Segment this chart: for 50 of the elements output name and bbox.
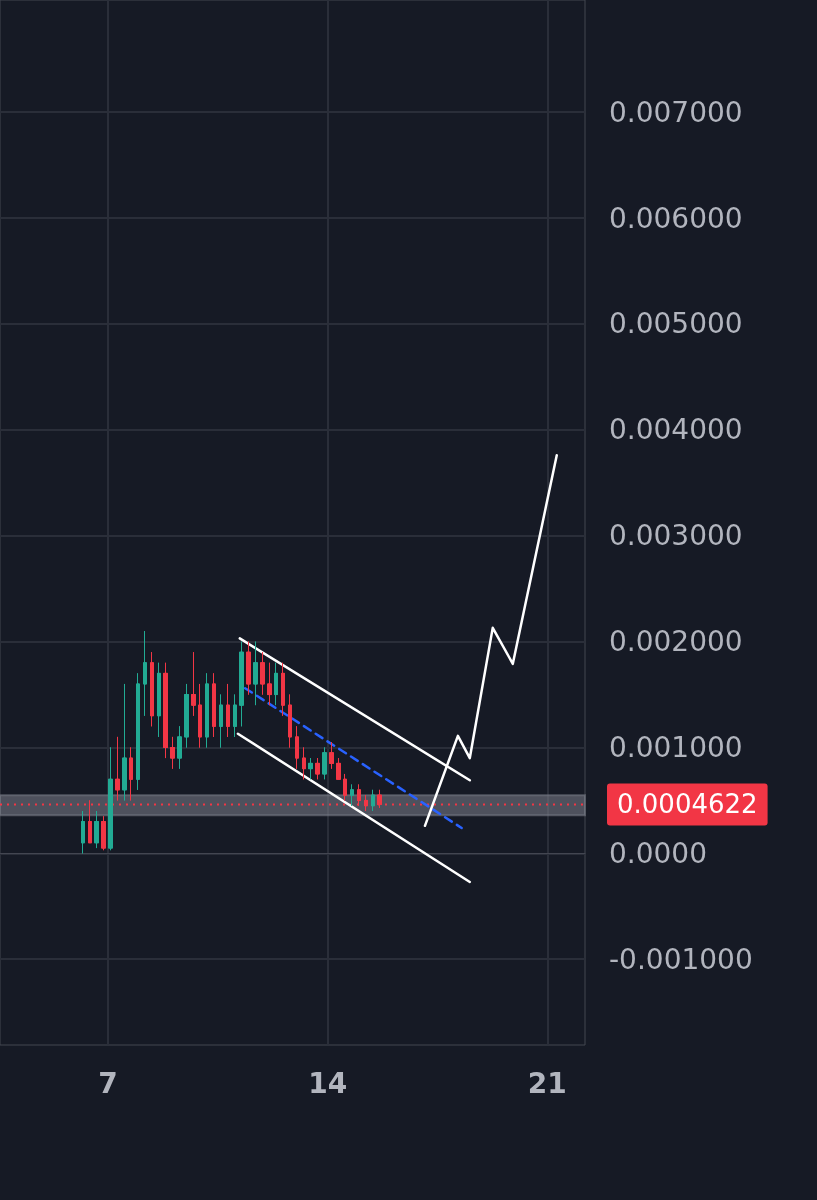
y-tick-label: 0.001000 [609, 730, 743, 764]
candlestick [233, 694, 237, 738]
candlestick [122, 683, 127, 801]
candlestick [308, 757, 313, 780]
candlestick [239, 641, 244, 727]
candlestick [226, 683, 230, 738]
candlestick [108, 746, 113, 851]
candlestick [253, 641, 258, 706]
candlestick [343, 773, 347, 801]
x-tick-label: 7 [98, 1066, 118, 1100]
candlestick [150, 651, 154, 727]
candlestick [350, 784, 354, 807]
candlestick [302, 746, 306, 780]
y-tick-label: 0.002000 [609, 625, 743, 659]
candlestick [274, 662, 278, 706]
candlestick [315, 757, 320, 780]
candlestick [219, 694, 223, 748]
y-tick-label: 0.004000 [609, 413, 743, 447]
candlestick [329, 741, 334, 770]
y-tick-label: 0.005000 [609, 307, 743, 341]
candlestick [184, 683, 189, 748]
candlestick [267, 662, 272, 706]
candlestick [336, 757, 341, 780]
candlestick [198, 683, 202, 748]
candlestick [191, 651, 196, 717]
candlestick [295, 725, 299, 770]
y-tick-label: 0.0000 [609, 836, 707, 870]
ref-line-label: 0.0004622 [617, 789, 758, 820]
candlestick [246, 641, 251, 696]
candlestick [377, 789, 382, 809]
candlestick [288, 694, 292, 748]
candlestick [205, 672, 209, 748]
candlestick [157, 662, 161, 738]
candlestick [136, 672, 140, 791]
candlestick [260, 651, 265, 696]
candlestick [170, 736, 175, 770]
candlestick [212, 672, 216, 738]
candlestick [177, 725, 182, 770]
candlestick [281, 662, 285, 717]
y-tick-label: 0.007000 [609, 95, 743, 129]
candlestick [129, 746, 133, 801]
y-tick-label: -0.001000 [609, 942, 753, 976]
x-tick-label: 21 [527, 1066, 567, 1100]
x-tick-label: 14 [308, 1066, 348, 1100]
candlestick [115, 736, 120, 801]
y-tick-label: 0.003000 [609, 519, 743, 553]
candlestick [101, 815, 106, 851]
y-tick-label: 0.006000 [609, 201, 743, 235]
candlestick [163, 662, 168, 759]
candlestick [322, 746, 327, 780]
